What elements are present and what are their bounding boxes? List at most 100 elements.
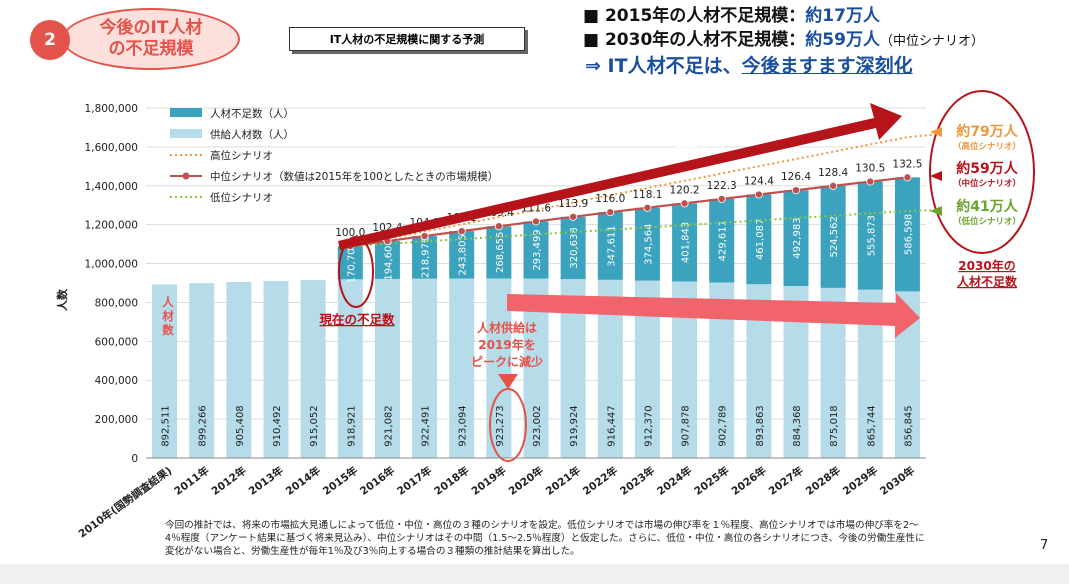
mid-scenario-marker [643, 203, 652, 212]
shortage-bar [486, 226, 512, 279]
legend-shortage-swatch [170, 108, 202, 117]
shortage-bar [412, 236, 438, 279]
supply-bar-label: 918,921 [346, 405, 357, 446]
current-shortage-label: 現在の不足数 [319, 312, 395, 327]
mid-scenario-index-label: 130.5 [855, 163, 885, 175]
shortage-bar-label: 461,087 [755, 219, 766, 260]
mid-scenario-marker [792, 186, 801, 195]
shortage-bar [523, 221, 549, 279]
y-tick-label: 200,000 [95, 414, 138, 426]
mid-scenario-marker [754, 190, 763, 199]
x-tick-label: 2013年 [246, 464, 286, 498]
shortage-bar-label: 170,700 [346, 242, 357, 283]
legend-supply-label: 供給人材数（人） [210, 128, 294, 141]
shortage-bar [560, 216, 586, 280]
high-note: （高位シナリオ） [953, 141, 1021, 152]
shortage-bar [857, 181, 883, 290]
supply-bar-label: 916,447 [606, 405, 617, 446]
mid-scenario-index-label: 132.5 [892, 158, 922, 170]
supply-bar-label: 892,511 [161, 405, 172, 446]
supply-bar-label: 899,266 [198, 405, 209, 446]
jinzaisu-2: 材 [162, 309, 174, 323]
shortage-bar [709, 198, 735, 283]
summary-2030: ■ 2030年の人材不足規模：約59万人（中位シナリオ） [583, 30, 984, 50]
legend-supply-swatch [170, 129, 202, 138]
summary-2015: ■ 2015年の人材不足規模：約17万人 [583, 6, 880, 26]
mid-scenario-marker [903, 173, 912, 182]
high-scenario-line [350, 133, 933, 248]
mid-scenario-index-label: 116.0 [595, 193, 625, 205]
low-pointer [930, 206, 942, 216]
supply-bar-label: 912,370 [643, 405, 654, 446]
legend-high-label: 高位シナリオ [210, 149, 273, 162]
shortage-bar [746, 194, 772, 285]
y-tick-label: 1,600,000 [85, 142, 138, 154]
mid-scenario-marker [532, 217, 541, 226]
supply-bar-label: 893,863 [755, 405, 766, 446]
mid-scenario-index-label: 124.4 [744, 176, 774, 188]
shortage-bar [597, 212, 623, 280]
shortage-bar-label: 586,598 [903, 214, 914, 255]
shortage-bar [820, 185, 846, 288]
x-tick-label: 2010年(国勢調査結果) [76, 464, 175, 541]
supply-bar-label: 910,492 [272, 405, 283, 446]
supply-bar-label: 922,491 [421, 405, 432, 446]
page-number: 7 [1040, 538, 1049, 553]
bottom-bar [0, 564, 1069, 584]
supply-bar [449, 278, 475, 458]
x-tick-label: 2021年 [543, 464, 583, 498]
mid-value: 約59万人 [956, 160, 1018, 177]
shortage-bar [672, 203, 698, 282]
shortage-bar [374, 241, 400, 279]
annotations: ITニーズの拡大により 市場規模は今後も拡大 現在の不足数 人材供給は 2019… [162, 90, 1035, 462]
shortage-bar-label: 492,983 [792, 217, 803, 258]
x-tick-label: 2012年 [209, 464, 249, 498]
section-title: 今後のIT人材 の不足規模 [62, 8, 240, 70]
mid-scenario-line [350, 176, 908, 248]
mid-scenario-index-label: 100.0 [335, 227, 365, 239]
supply-bar-label: 875,018 [829, 405, 840, 446]
supply-bar-label: 856,845 [903, 405, 914, 446]
x-tick-label: 2026年 [729, 464, 769, 498]
supply-peak-text-1: 人材供給は [477, 320, 537, 335]
mid-scenario-marker [420, 232, 429, 241]
x-tick-label: 2020年 [506, 464, 546, 498]
y-tick-label: 0 [131, 453, 138, 465]
x-tick-label: 2019年 [469, 464, 509, 498]
supply-bar-label: 919,924 [569, 405, 580, 446]
x-tick-label: 2018年 [432, 464, 472, 498]
supply-bar-label: 902,789 [718, 405, 729, 446]
supply-bar [263, 280, 289, 458]
supply-bar-label: 923,273 [495, 405, 506, 446]
forecast-title: IT人材の不足規模に関する予測 [289, 27, 525, 51]
y-tick-label: 1,000,000 [85, 259, 138, 271]
mid-scenario-marker [866, 177, 875, 186]
low-note: （低位シナリオ） [953, 216, 1021, 227]
mid-scenario-marker [717, 194, 726, 203]
supply-bar-label: 915,052 [309, 405, 320, 446]
mid-scenario-marker [829, 181, 838, 190]
low-value: 約41万人 [956, 198, 1018, 215]
supply-bar [226, 281, 252, 458]
shortage-bar-label: 320,638 [569, 227, 580, 268]
supply-bar-label: 884,368 [792, 405, 803, 446]
section-number: 2 [30, 20, 70, 60]
supply-bar [412, 278, 438, 458]
supply-peak-text-2: 2019年を [478, 337, 535, 352]
scenario-range-circle [929, 90, 1035, 254]
mid-scenario-index-label: 128.4 [818, 167, 848, 179]
summary-2015-value: 約17万人 [805, 6, 880, 26]
y-tick-label: 1,400,000 [85, 181, 138, 193]
shortage-bar-label: 194,608 [383, 239, 394, 280]
footnote: 今回の推計では、将来の市場拡大見通しによって低位・中位・高位の３種のシナリオを設… [165, 520, 925, 557]
section-title-line1: 今後のIT人材 [99, 18, 203, 38]
growth-arrow [338, 103, 902, 250]
y-axis-title: 人数 [55, 288, 69, 311]
mid-scenario-index-label: 113.9 [558, 198, 588, 210]
supply-bar [189, 283, 215, 458]
x-tick-label: 2015年 [320, 464, 360, 498]
supply-bar [300, 280, 326, 458]
high-pointer [930, 127, 942, 137]
supply-bar-label: 905,408 [235, 405, 246, 446]
